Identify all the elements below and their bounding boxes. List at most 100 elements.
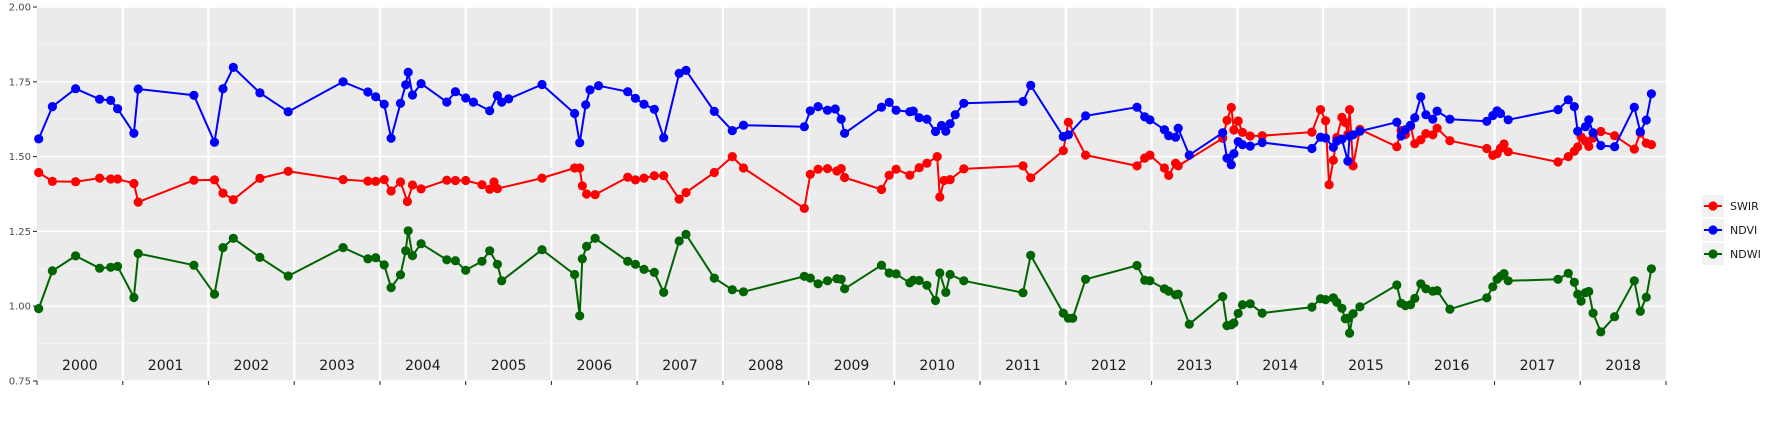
swir-point <box>283 166 293 176</box>
ndwi-point <box>959 276 969 286</box>
ndwi-point <box>1596 327 1606 337</box>
ndwi-point <box>1345 328 1355 338</box>
swir-point <box>1226 102 1236 113</box>
ndvi-point <box>1018 96 1028 107</box>
ndvi-point <box>830 104 840 114</box>
ndwi-point <box>945 269 955 280</box>
swir-point <box>1018 161 1028 171</box>
legend-item-ndvi: NDVI <box>1702 219 1757 241</box>
swir-point <box>649 171 659 181</box>
series-layer <box>34 62 1656 338</box>
swir-point <box>1445 136 1455 146</box>
swir-point <box>876 184 887 195</box>
ndvi-point <box>1563 95 1573 105</box>
ndvi-point <box>1573 126 1583 136</box>
ndwi-point <box>575 311 585 321</box>
ndwi-point <box>379 260 389 270</box>
ndvi-point <box>1245 141 1255 151</box>
swir-point <box>1222 115 1232 125</box>
ndvi-point <box>95 94 105 104</box>
legend-label: NDWI <box>1730 248 1761 261</box>
swir-point <box>813 164 823 174</box>
ndvi-point <box>468 97 478 107</box>
ndwi-point <box>1233 308 1243 318</box>
swir-point <box>914 163 924 173</box>
ndwi-point <box>1588 308 1598 318</box>
ndvi-point <box>492 91 502 101</box>
ndwi-point <box>537 245 547 255</box>
ndvi-point <box>1026 80 1036 90</box>
swir-point <box>133 197 143 207</box>
ndvi-point <box>1641 115 1651 125</box>
ndwi-point <box>1145 276 1155 286</box>
ndvi-point <box>1584 115 1594 125</box>
swir-point <box>1646 140 1656 150</box>
ndvi-point <box>1610 142 1620 152</box>
legend-label: SWIR <box>1730 200 1759 213</box>
ndvi-point <box>371 92 381 102</box>
ndvi-point <box>537 79 547 90</box>
ndvi-point <box>1635 127 1645 137</box>
swir-point <box>891 164 901 174</box>
year-label: 2000 <box>62 358 98 374</box>
swir-point <box>255 173 265 183</box>
year-label: 2015 <box>1348 358 1384 374</box>
ndwi-point <box>95 263 105 273</box>
swir-point <box>1145 150 1155 160</box>
ndvi-point <box>338 77 348 87</box>
swir-point <box>1584 141 1594 151</box>
swir-point <box>492 184 502 194</box>
ndvi-point <box>129 128 139 138</box>
ndwi-point <box>477 256 487 266</box>
year-label: 2002 <box>234 358 270 374</box>
swir-point <box>1321 116 1331 126</box>
year-label: 2008 <box>748 358 784 374</box>
ndvi-point <box>1343 156 1353 166</box>
series-swir <box>34 102 1656 213</box>
swir-point <box>1428 130 1438 140</box>
ndvi-point <box>34 134 44 144</box>
ndwi-point <box>395 270 406 280</box>
legend-key-point <box>1708 201 1718 211</box>
y-tick-label: 1.50 <box>9 152 31 163</box>
ndvi-point <box>1321 133 1331 143</box>
ndwi-point <box>1392 280 1402 290</box>
ndwi-point <box>630 259 641 269</box>
ndvi-point <box>659 133 669 143</box>
legend-key-point <box>1708 249 1718 259</box>
ndwi-point <box>674 236 684 246</box>
ndwi-point <box>113 261 123 271</box>
ndwi-point <box>283 271 293 281</box>
ndvi-point <box>884 97 894 107</box>
ndwi-point <box>1237 300 1248 310</box>
swir-point <box>1237 127 1248 137</box>
ndvi-point <box>575 138 585 148</box>
ndwi-point <box>659 287 669 297</box>
ndwi-point <box>1132 260 1142 271</box>
ndvi-point <box>1218 128 1228 138</box>
ndvi-point <box>1063 130 1073 140</box>
swir-point <box>1159 163 1169 173</box>
ndwi-point <box>497 276 507 286</box>
ndvi-point <box>908 106 918 116</box>
ndvi-point <box>922 114 932 124</box>
ndvi-point <box>47 102 58 112</box>
ndwi-point <box>407 251 418 261</box>
swir-point <box>922 158 932 168</box>
ndvi-point <box>1081 111 1091 121</box>
ndwi-point <box>822 276 833 286</box>
swir-point <box>577 181 587 191</box>
ndvi-point <box>941 126 951 136</box>
swir-point <box>1081 150 1091 160</box>
ndvi-point <box>1553 105 1563 115</box>
swir-point <box>1553 157 1563 167</box>
swir-point <box>477 180 487 190</box>
ndvi-point <box>1392 117 1402 127</box>
swir-point <box>590 190 600 200</box>
swir-point <box>727 152 737 162</box>
legend: SWIR NDVI NDWI <box>1702 195 1761 265</box>
ndwi-point <box>371 253 381 263</box>
ndwi-point <box>71 251 81 261</box>
ndwi-point <box>47 266 58 276</box>
